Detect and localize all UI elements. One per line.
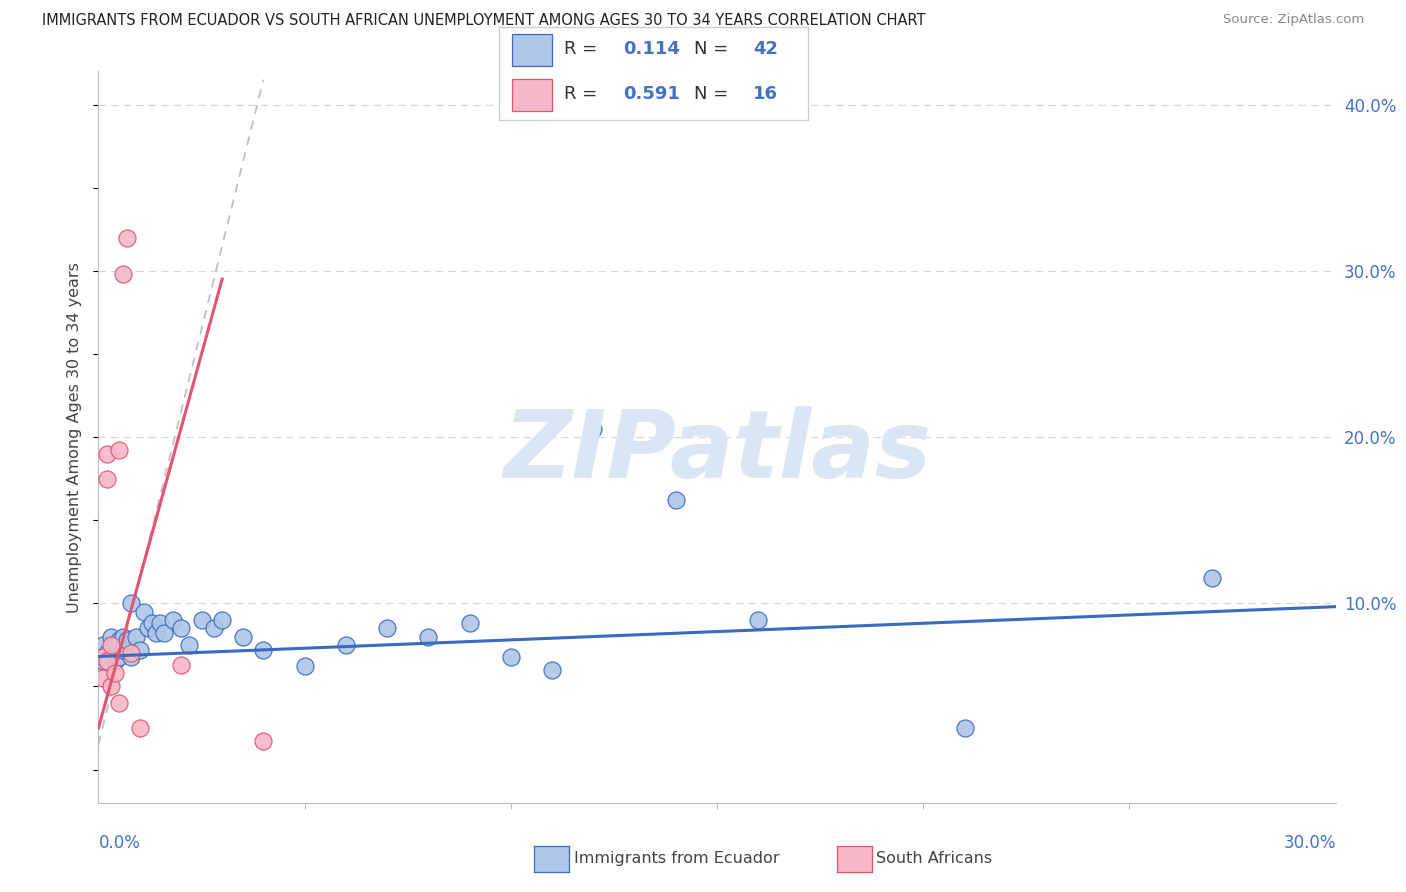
Point [96,472,118,486]
Point [153,626,176,640]
Point [418,630,440,644]
Point [100,680,122,694]
Point [128,643,150,657]
Point [149,616,172,631]
Point [211,613,233,627]
Point [96,447,118,461]
Point [104,666,127,681]
Point [202,621,225,635]
Point [100,649,122,664]
Point [91,649,114,664]
Point [232,630,254,644]
Point [335,638,357,652]
Point [132,605,155,619]
Text: 0.114: 0.114 [623,40,679,58]
Point [96,655,118,669]
Text: South Africans: South Africans [876,851,993,865]
Y-axis label: Unemployment Among Ages 30 to 34 years: Unemployment Among Ages 30 to 34 years [67,261,83,613]
Point [104,655,127,669]
Text: 0.0%: 0.0% [98,834,141,852]
Point [953,721,976,735]
Point [91,655,114,669]
Point [120,596,142,610]
Text: ZIPatlas: ZIPatlas [503,406,931,498]
Point [96,646,118,660]
Text: R =: R = [564,86,603,103]
Text: N =: N = [695,40,734,58]
Point [1201,571,1223,585]
Text: 0.591: 0.591 [623,86,679,103]
Point [145,626,167,640]
Point [117,230,139,244]
Point [112,643,135,657]
Point [499,649,522,664]
Point [294,659,316,673]
Text: Source: ZipAtlas.com: Source: ZipAtlas.com [1223,13,1364,27]
Point [747,613,769,627]
Text: 42: 42 [752,40,778,58]
Point [112,630,135,644]
Point [120,646,142,660]
Text: 16: 16 [752,86,778,103]
Point [582,422,605,436]
Point [117,632,139,647]
Point [170,657,193,672]
Point [190,613,212,627]
Text: IMMIGRANTS FROM ECUADOR VS SOUTH AFRICAN UNEMPLOYMENT AMONG AGES 30 TO 34 YEARS : IMMIGRANTS FROM ECUADOR VS SOUTH AFRICAN… [42,13,925,29]
Point [100,630,122,644]
Point [162,613,184,627]
Point [252,734,274,748]
Point [104,638,127,652]
Point [252,643,274,657]
Point [179,638,201,652]
Bar [512,79,551,111]
Point [112,267,135,281]
Point [541,663,564,677]
Point [375,621,398,635]
Point [108,649,131,664]
Point [136,621,159,635]
Point [128,721,150,735]
Text: N =: N = [695,86,734,103]
Point [141,616,163,631]
Point [108,696,131,710]
Point [108,443,131,458]
Point [665,493,688,508]
Point [91,671,114,685]
Point [458,616,481,631]
Point [91,638,114,652]
Point [120,649,142,664]
Text: Immigrants from Ecuador: Immigrants from Ecuador [574,851,779,865]
Point [108,632,131,647]
Point [100,638,122,652]
Text: 30.0%: 30.0% [1284,834,1336,852]
Bar [512,34,551,66]
Point [170,621,193,635]
Text: R =: R = [564,40,603,58]
Point [124,630,146,644]
